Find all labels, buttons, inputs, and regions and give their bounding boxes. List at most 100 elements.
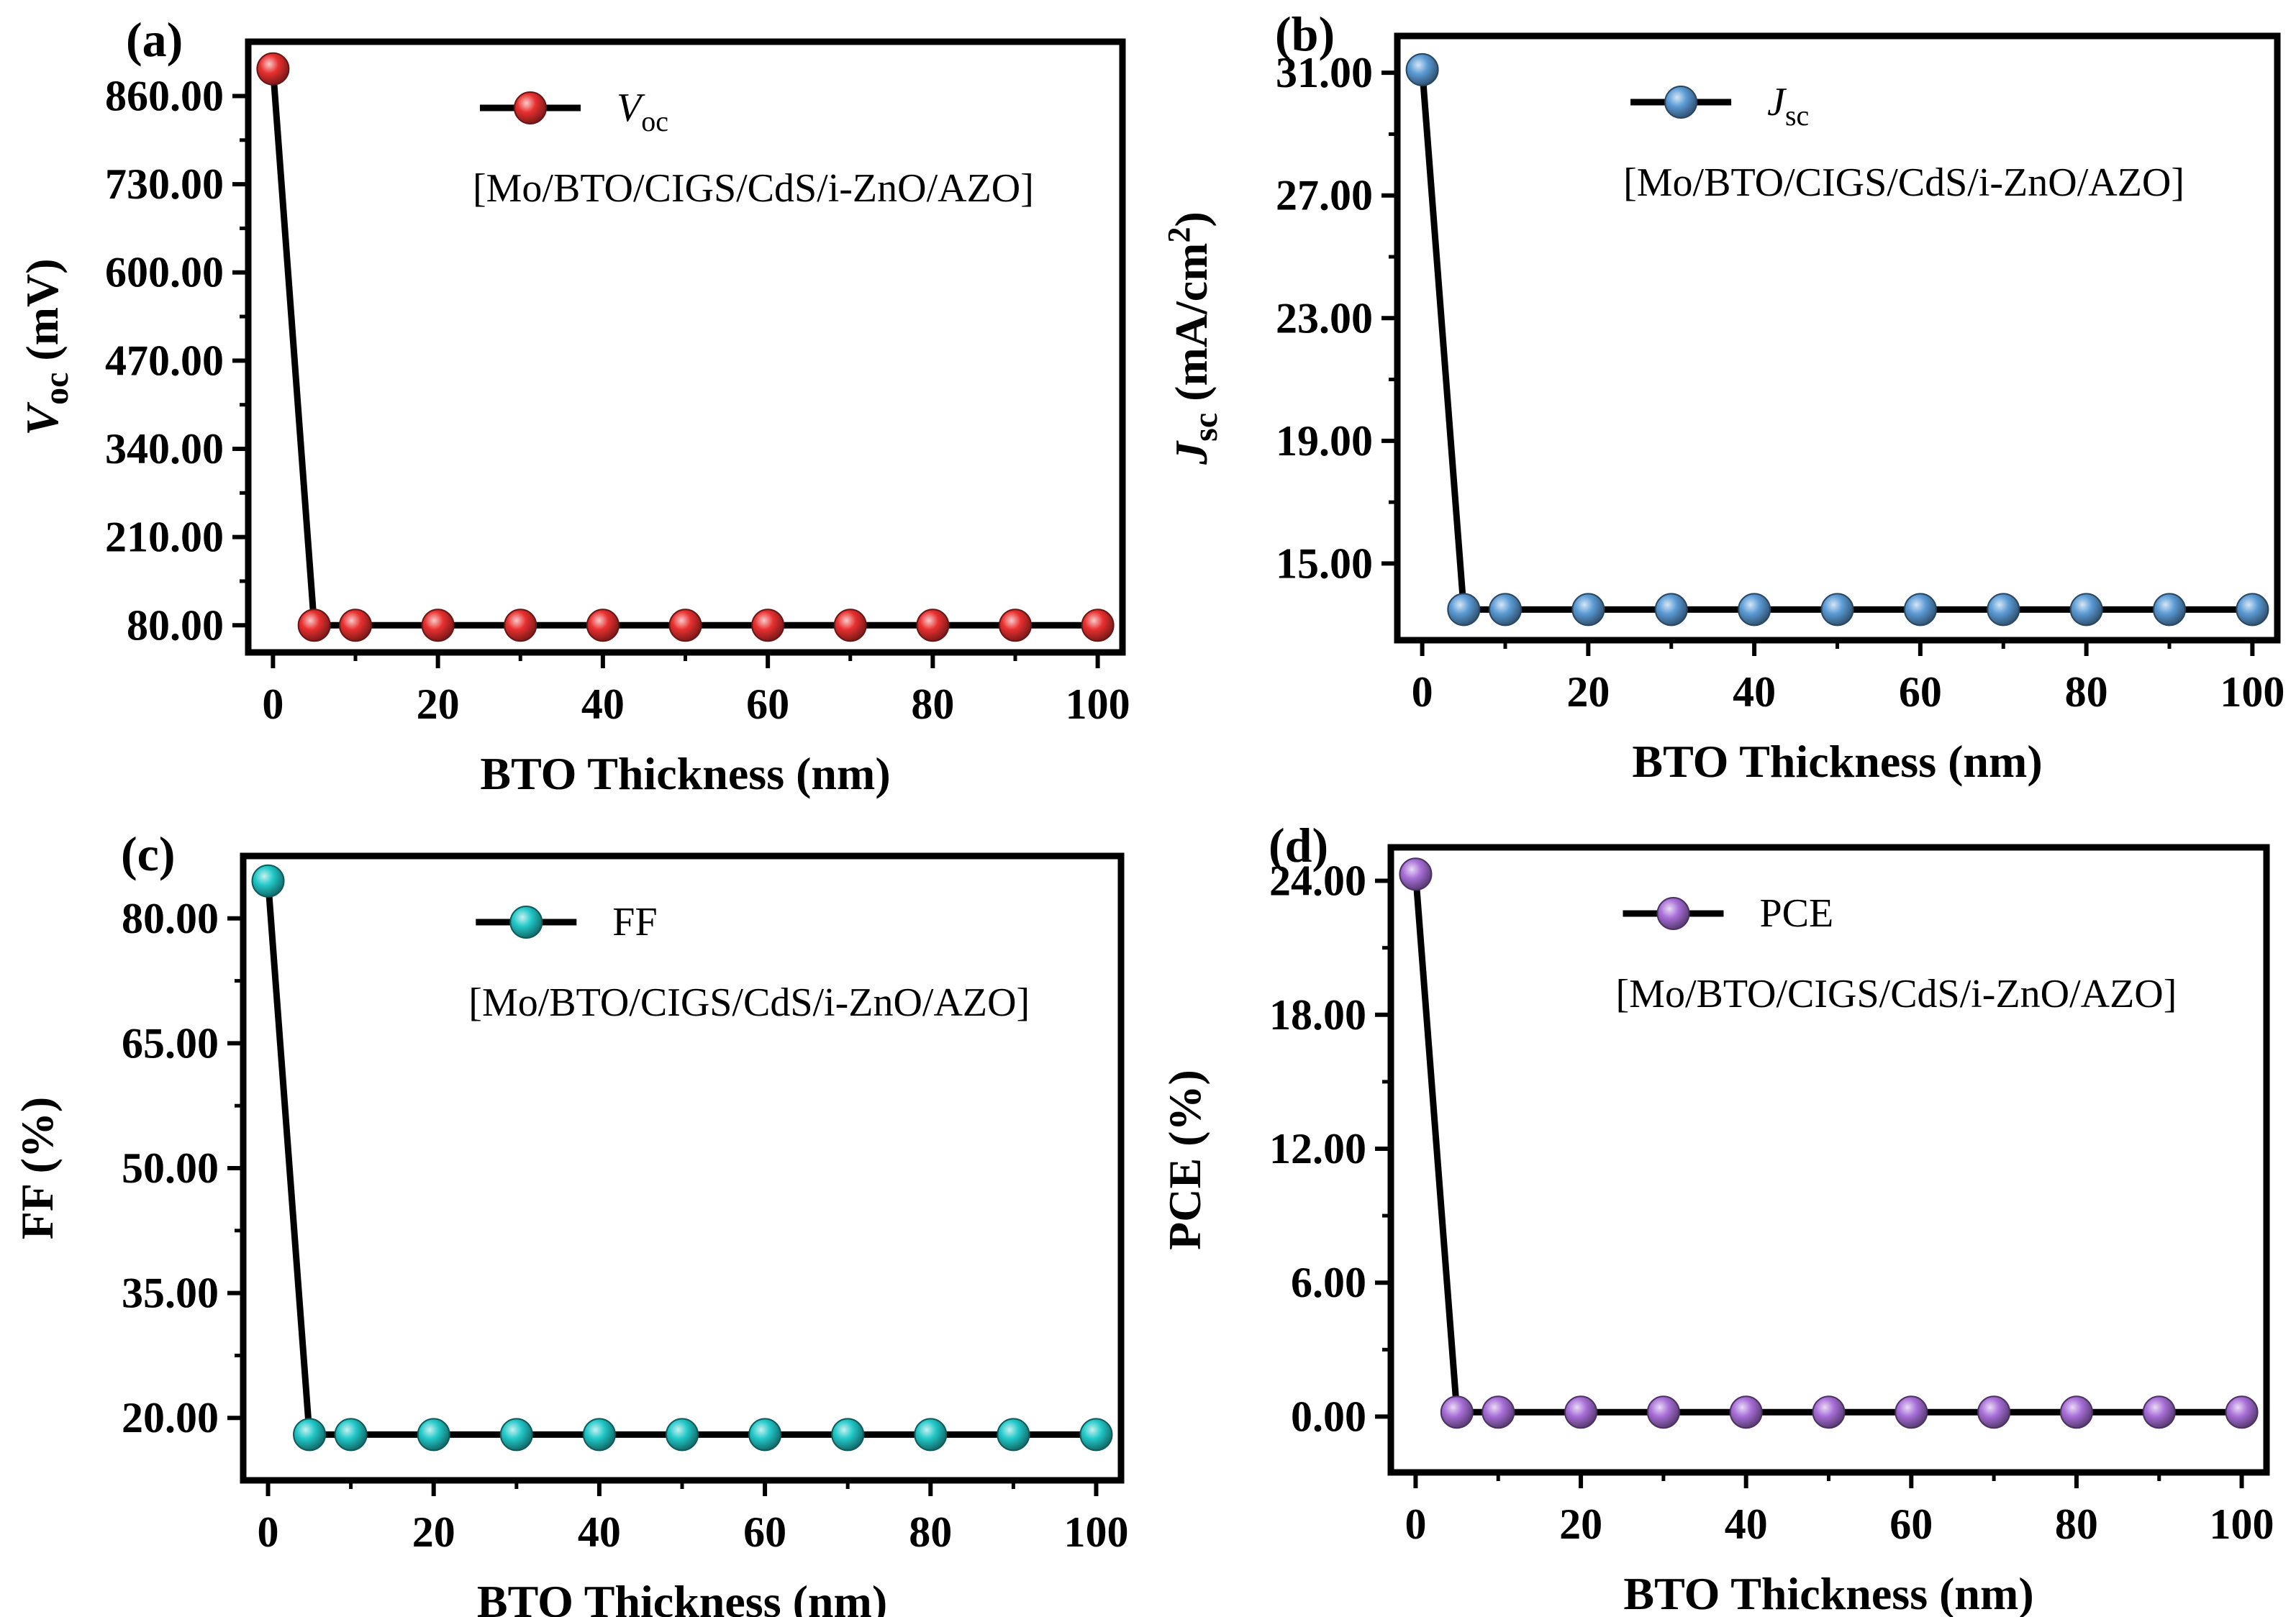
data-point (751, 609, 785, 642)
legend-marker (509, 906, 543, 939)
data-point (666, 1418, 699, 1452)
x-tick-label: 20 (1559, 1500, 1602, 1548)
data-point (1571, 593, 1605, 627)
data-point (2059, 1395, 2093, 1429)
data-point (2236, 593, 2269, 627)
y-tick-label: 600.00 (105, 249, 224, 296)
data-point (668, 609, 702, 642)
y-tick-label: 35.00 (122, 1270, 219, 1317)
y-tick-label: 730.00 (105, 160, 224, 208)
x-axis-title: BTO Thickness (nm) (480, 748, 890, 799)
y-tick-label: 50.00 (122, 1144, 219, 1192)
y-tick-label: 20.00 (122, 1394, 219, 1441)
x-tick-label: 60 (746, 680, 789, 728)
y-axis-title: FF (%) (12, 1097, 63, 1239)
x-tick-label: 100 (1063, 1508, 1128, 1556)
y-axis-title: Voc (mV) (17, 258, 76, 435)
x-tick-label: 0 (258, 1508, 279, 1556)
data-point (1977, 1395, 2011, 1429)
y-tick-label: 860.00 (105, 72, 224, 119)
legend-label: PCE (1760, 891, 1834, 936)
data-point (1564, 1395, 1598, 1429)
data-point (417, 1418, 450, 1452)
data-point (293, 1418, 327, 1452)
x-axis-title: BTO Thickness (nm) (1623, 1568, 2033, 1617)
x-tick-label: 60 (1889, 1500, 1933, 1548)
legend-label: FF (612, 900, 657, 944)
legend-structure: [Mo/BTO/CIGS/CdS/i-ZnO/AZO] (1623, 160, 2184, 205)
y-tick-label: 80.00 (127, 601, 224, 649)
y-tick-label: 23.00 (1276, 294, 1373, 342)
x-tick-label: 80 (909, 1508, 952, 1556)
data-point (334, 1418, 368, 1452)
y-tick-label: 6.00 (1291, 1259, 1366, 1306)
data-point (833, 609, 867, 642)
data-point (997, 1418, 1030, 1452)
data-point (831, 1418, 865, 1452)
data-point (1447, 593, 1481, 627)
data-point (1820, 593, 1854, 627)
data-point (251, 864, 285, 898)
data-point (1738, 593, 1771, 627)
data-point (1987, 593, 2020, 627)
data-point (1488, 593, 1522, 627)
y-tick-label: 210.00 (105, 514, 224, 561)
x-tick-label: 0 (262, 680, 283, 728)
data-point (421, 609, 455, 642)
data-point (339, 609, 373, 642)
x-tick-label: 40 (581, 680, 625, 728)
legend-structure: [Mo/BTO/CIGS/CdS/i-ZnO/AZO] (1616, 972, 2177, 1016)
y-tick-label: 12.00 (1269, 1125, 1366, 1172)
legend-marker (1656, 897, 1690, 930)
plot-frame (245, 38, 1126, 656)
data-point (586, 609, 620, 642)
y-tick-label: 470.00 (105, 337, 224, 384)
y-axis-title: PCE (%) (1159, 1070, 1210, 1250)
data-point (2153, 593, 2187, 627)
panel-label: (b) (1275, 6, 1335, 61)
x-tick-label: 100 (2220, 668, 2284, 716)
data-point (748, 1418, 782, 1452)
x-tick-label: 80 (2065, 668, 2108, 716)
x-tick-label: 20 (412, 1508, 455, 1556)
panel-label: (d) (1269, 818, 1328, 873)
x-tick-label: 80 (911, 680, 954, 728)
data-point (2142, 1395, 2176, 1429)
data-point (1654, 593, 1688, 627)
y-tick-label: 0.00 (1291, 1393, 1366, 1440)
series-line (1412, 873, 2242, 1416)
data-point (499, 1418, 533, 1452)
x-axis-title: BTO Thickness (nm) (477, 1576, 887, 1617)
legend-marker (513, 91, 547, 124)
y-tick-label: 65.00 (122, 1019, 219, 1067)
x-tick-label: 0 (1412, 668, 1433, 716)
panel-d: (d) 0 20 40 60 80 100 0.00 6.00 12.00 18.00 24.00 BT… (1159, 818, 2274, 1617)
y-axis-title: Jsc (mA/cm2) (1161, 211, 1225, 465)
legend-structure: [Mo/BTO/CIGS/CdS/i-ZnO/AZO] (473, 166, 1034, 211)
data-point (504, 609, 537, 642)
data-point (1729, 1395, 1763, 1429)
x-tick-label: 60 (1899, 668, 1942, 716)
x-tick-label: 40 (1725, 1500, 1768, 1548)
x-tick-label: 0 (1405, 1500, 1426, 1548)
y-tick-label: 18.00 (1269, 991, 1366, 1039)
panel-label: (c) (121, 826, 175, 881)
data-point (914, 1418, 948, 1452)
series-line (265, 880, 1097, 1438)
data-point (256, 52, 290, 86)
x-tick-label: 100 (2210, 1500, 2274, 1548)
y-tick-label: 27.00 (1276, 172, 1373, 219)
data-point (582, 1418, 616, 1452)
x-tick-label: 40 (1733, 668, 1776, 716)
plot-frame (240, 852, 1125, 1484)
legend-label: Jsc (1767, 80, 1809, 132)
data-point (2225, 1395, 2259, 1429)
x-tick-label: 80 (2055, 1500, 2098, 1548)
x-tick-label: 60 (743, 1508, 786, 1556)
data-point (1079, 1418, 1113, 1452)
panel-c: (c) 0 20 40 60 80 100 20.00 35.00 50.00 65.00 80.00… (12, 826, 1128, 1617)
y-tick-label: 15.00 (1276, 539, 1373, 587)
legend-label: Voc (617, 86, 668, 137)
legend-marker (1664, 86, 1698, 119)
